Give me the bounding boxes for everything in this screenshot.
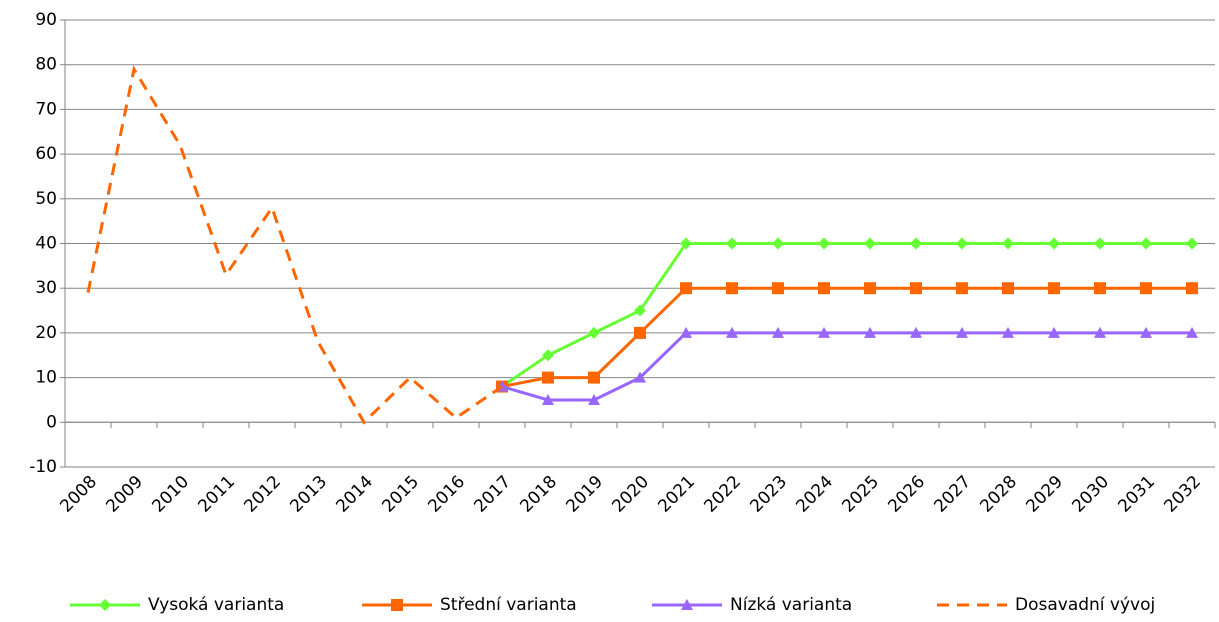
x-tick-label: 2014 (332, 472, 377, 517)
marker (1048, 326, 1060, 338)
y-tick-label: 0 (46, 412, 57, 432)
y-tick-label: 30 (35, 278, 57, 298)
marker (588, 371, 600, 384)
marker (864, 237, 876, 250)
x-tick-label: 2010 (148, 472, 193, 517)
x-tick-label: 2022 (700, 472, 745, 517)
marker (726, 282, 738, 295)
marker (681, 599, 693, 610)
marker (956, 282, 968, 295)
marker (726, 326, 738, 338)
legend-label: Dosavadní vývoj (1015, 595, 1155, 615)
x-tick-label: 2023 (746, 472, 791, 517)
marker (634, 326, 646, 339)
marker (588, 393, 600, 405)
marker (680, 326, 692, 338)
marker (772, 282, 784, 295)
x-tick-label: 2025 (838, 472, 883, 517)
legend-label: Nízká varianta (730, 595, 852, 615)
x-tick-label: 2013 (286, 472, 331, 517)
marker (818, 237, 830, 250)
marker (542, 371, 554, 384)
marker (772, 237, 784, 250)
marker (1094, 237, 1106, 250)
x-tick-label: 2018 (516, 472, 561, 517)
x-tick-label: 2009 (102, 472, 147, 517)
marker (1094, 282, 1106, 295)
marker (1186, 282, 1198, 295)
x-tick-label: 2026 (884, 472, 929, 517)
series-line (86, 65, 503, 425)
marker (864, 326, 876, 338)
legend-label: Vysoká varianta (148, 595, 284, 615)
marker (680, 282, 692, 295)
series-line (501, 286, 1192, 389)
x-tick-label: 2030 (1068, 472, 1113, 517)
legend-label: Střední varianta (440, 595, 577, 615)
x-tick-label: 2019 (562, 472, 607, 517)
y-tick-label: 70 (35, 99, 57, 119)
marker (1186, 237, 1198, 250)
marker (1048, 237, 1060, 250)
x-tick-label: 2031 (1114, 472, 1159, 517)
marker (1140, 237, 1152, 250)
x-tick-label: 2020 (608, 472, 653, 517)
series-line (501, 242, 1192, 388)
marker (542, 349, 554, 362)
x-tick-label: 2008 (56, 472, 101, 517)
y-tick-label: -10 (29, 457, 57, 477)
marker (1048, 282, 1060, 295)
marker (680, 237, 692, 250)
x-tick-label: 2012 (240, 472, 285, 517)
marker (542, 393, 554, 405)
y-tick-label: 20 (35, 323, 57, 343)
x-tick-label: 2011 (194, 472, 239, 517)
x-tick-label: 2015 (378, 472, 423, 517)
marker (1140, 326, 1152, 338)
x-tick-label: 2024 (792, 472, 837, 517)
marker (956, 326, 968, 338)
marker (910, 237, 922, 250)
marker (956, 237, 968, 250)
marker (634, 371, 646, 383)
marker (818, 326, 830, 338)
marker (910, 282, 922, 295)
x-tick-label: 2028 (976, 472, 1021, 517)
marker (772, 326, 784, 338)
x-tick-label: 2017 (470, 472, 515, 517)
marker (1002, 237, 1014, 250)
marker (864, 282, 876, 295)
marker (1186, 326, 1198, 338)
marker (634, 304, 646, 317)
marker (910, 326, 922, 338)
marker (818, 282, 830, 295)
y-tick-label: 40 (35, 234, 57, 254)
x-tick-label: 2029 (1022, 472, 1067, 517)
marker (1002, 282, 1014, 295)
x-tick-label: 2032 (1160, 472, 1205, 517)
marker (726, 237, 738, 250)
y-tick-label: 90 (35, 10, 57, 30)
marker (1094, 326, 1106, 338)
x-tick-label: 2021 (654, 472, 699, 517)
y-tick-label: 10 (35, 368, 57, 388)
marker (1140, 282, 1152, 295)
x-tick-label: 2016 (424, 472, 469, 517)
x-tick-label: 2027 (930, 472, 975, 517)
marker (391, 599, 403, 611)
marker (99, 599, 111, 611)
y-tick-label: 80 (35, 55, 57, 75)
marker (588, 326, 600, 339)
y-tick-label: 50 (35, 189, 57, 209)
y-tick-label: 60 (35, 144, 57, 164)
marker (1002, 326, 1014, 338)
series-line (501, 331, 1192, 402)
